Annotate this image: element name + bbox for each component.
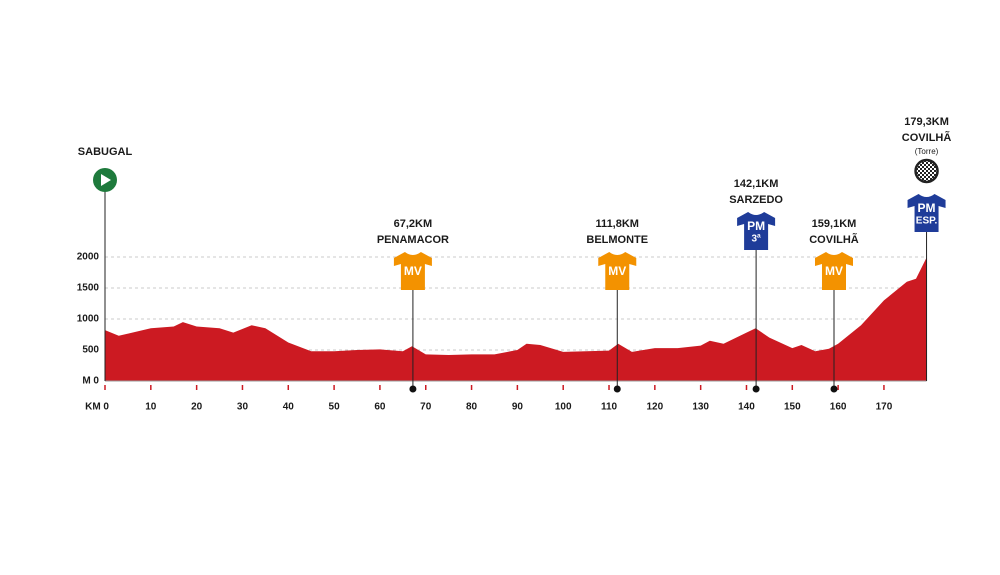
marker-dot [613,385,621,393]
y-tick-label: 1500 [77,283,100,294]
jersey [598,252,637,290]
marker-km: 142,1KM [734,178,779,190]
x-tick-label: 50 [329,402,341,413]
marker-km: 111,8KM [596,218,639,230]
marker-place: BELMONTE [586,234,648,246]
marker-dot [409,385,417,393]
jersey-badge: PM [747,219,765,233]
jersey [814,252,853,290]
jersey [737,212,776,250]
marker-place: SARZEDO [729,194,783,206]
jersey-badge: MV [608,264,626,278]
marker-km: 159,1KM [812,218,857,230]
jersey-badge: MV [404,264,422,278]
x-tick-label: 100 [555,402,572,413]
elevation-area [105,257,927,381]
x-tick-label: 140 [738,402,755,413]
marker-dot [830,385,838,393]
jersey-badge: MV [825,264,843,278]
marker-km: 67,2KM [394,218,433,230]
x-tick-label: 120 [646,402,663,413]
x-tick-label: 160 [830,402,847,413]
start-label: SABUGAL [78,146,133,158]
y-tick-label: 1000 [77,314,100,325]
marker-dot [752,385,760,393]
x-tick-label: KM 0 [85,402,109,413]
jersey [393,252,432,290]
x-tick-label: 10 [145,402,157,413]
x-tick-label: 70 [420,402,432,413]
start-arrow [101,174,111,186]
jersey-badge-sub: ESP. [916,216,938,227]
y-tick-label: M 0 [82,376,99,387]
x-tick-label: 40 [283,402,295,413]
x-tick-label: 30 [237,402,249,413]
finish-place: COVILHÃ [902,131,952,144]
jersey-badge-sub: 3ª [751,234,761,245]
x-tick-label: 90 [512,402,524,413]
jersey-badge: PM [918,201,936,215]
finish-km: 179,3KM [904,116,949,128]
x-tick-label: 80 [466,402,478,413]
x-tick-label: 170 [876,402,893,413]
finish-icon [914,158,939,184]
x-tick-label: 60 [374,402,386,413]
marker-place: PENAMACOR [377,234,449,246]
x-tick-label: 150 [784,402,801,413]
y-tick-label: 2000 [77,252,100,263]
marker-place: COVILHÃ [809,233,859,246]
finish-sublabel: (Torre) [915,147,939,156]
x-tick-label: 130 [692,402,709,413]
jersey [907,194,946,232]
y-tick-label: 500 [82,345,99,356]
x-tick-label: 20 [191,402,203,413]
x-tick-label: 110 [601,402,618,413]
